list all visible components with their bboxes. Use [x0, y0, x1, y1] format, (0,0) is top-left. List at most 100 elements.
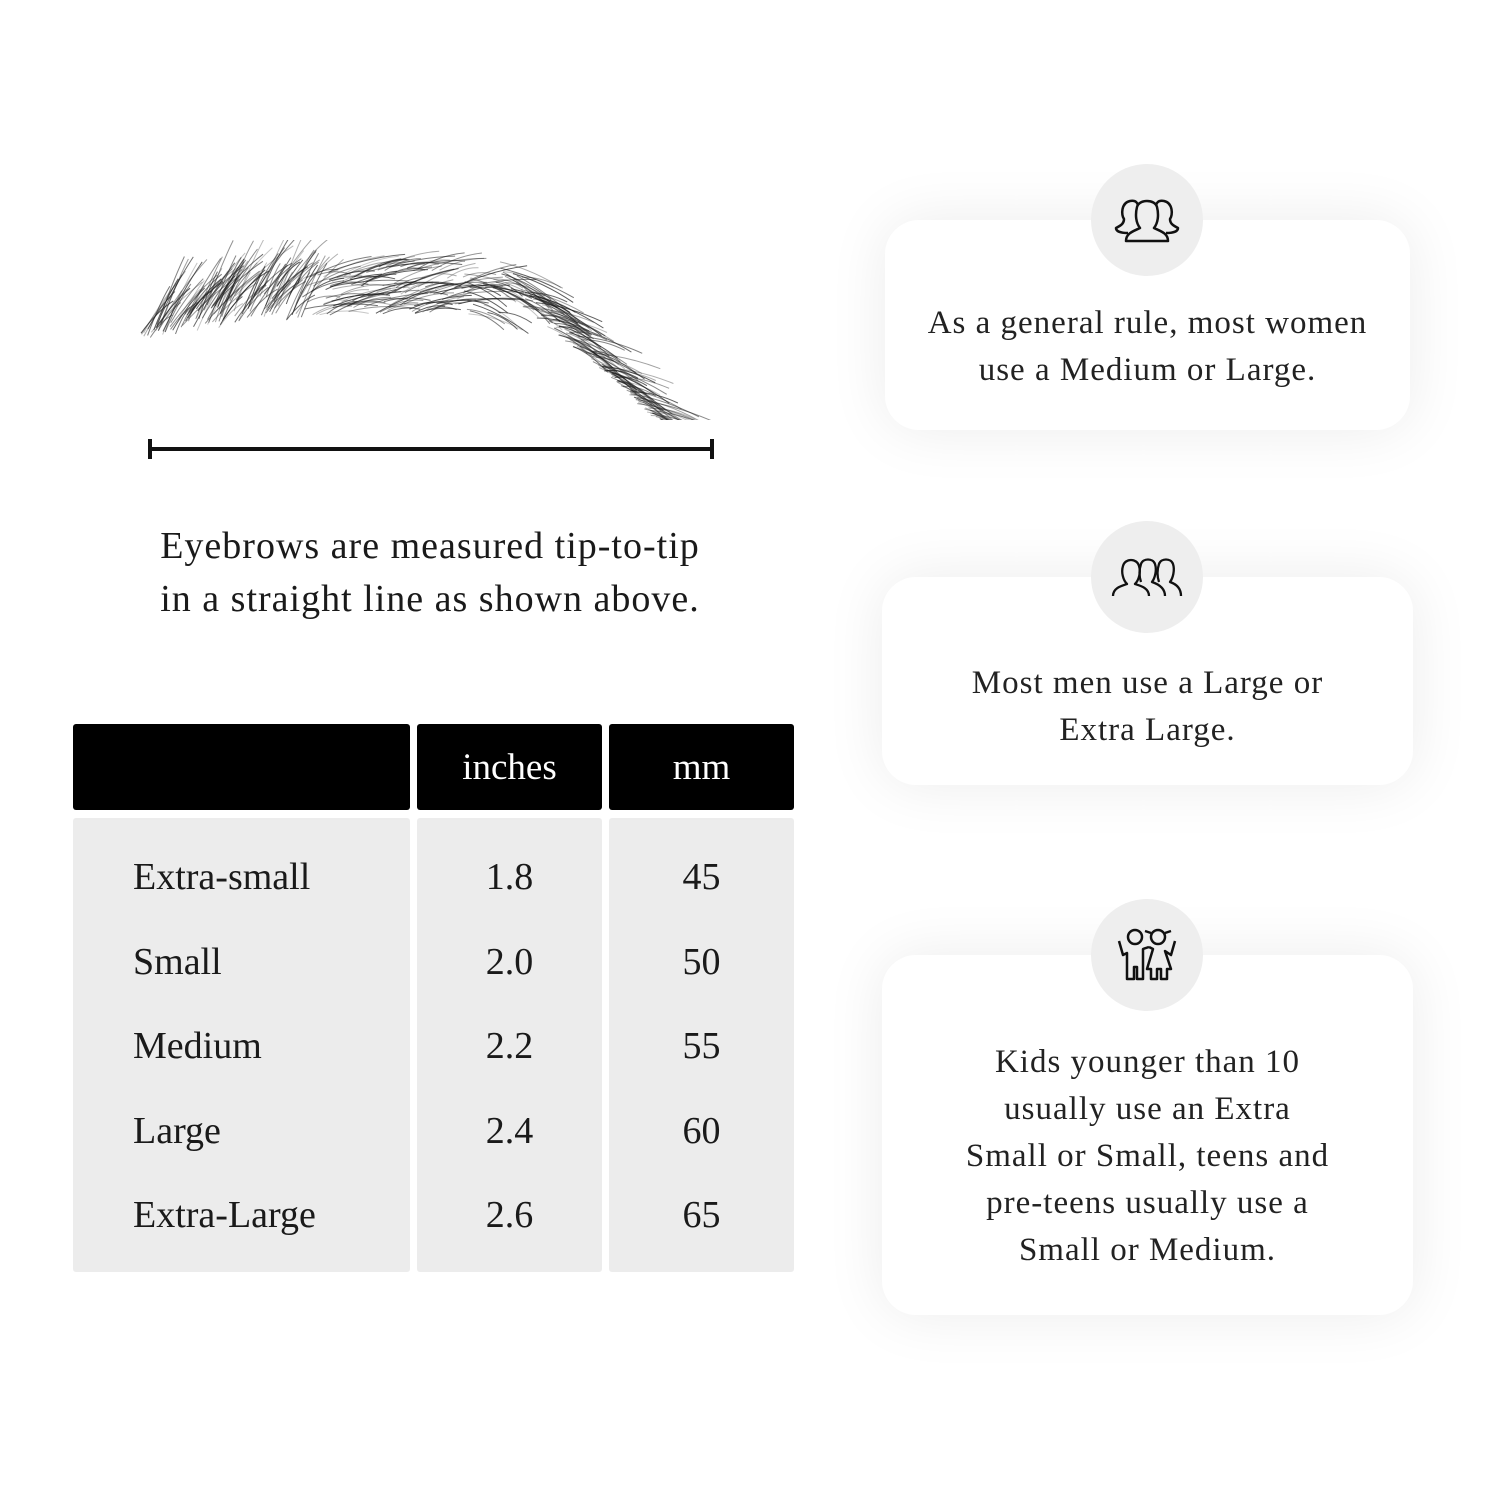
eyebrow-hair [650, 412, 683, 420]
eyebrow-hair [464, 273, 523, 291]
eyebrow-hair [431, 252, 482, 272]
eyebrow-hair [328, 253, 406, 273]
eyebrow-hair [501, 273, 552, 301]
cell-size: Medium [133, 1025, 262, 1067]
card-text: Kids younger than 10 [994, 1044, 1301, 1080]
eyebrow-hair [503, 271, 554, 288]
men-card: Most men use a Large or Extra Large. [882, 577, 1413, 785]
eyebrow-hair [376, 283, 415, 293]
eyebrow-hair [472, 303, 529, 334]
eyebrow-hair [229, 267, 249, 302]
eyebrow-hair [529, 295, 576, 313]
eyebrow-hair [421, 273, 457, 279]
eyebrow-hair [253, 240, 295, 296]
eyebrow-hair [276, 240, 312, 288]
eyebrow-hair [219, 274, 240, 315]
eyebrow-hair [630, 390, 682, 410]
eyebrow-hair [462, 272, 497, 278]
mm-column [609, 818, 794, 1272]
eyebrow-hair [290, 261, 319, 294]
eyebrow-hair [212, 282, 258, 323]
eyebrow-hair [604, 370, 639, 379]
eyebrow-hair [188, 273, 223, 313]
eyebrow-hair [375, 283, 449, 314]
cell-size: Extra-Large [133, 1194, 316, 1236]
eyebrow-hair [642, 401, 670, 420]
cell-mm: 55 [682, 1025, 721, 1067]
eyebrow-hair [208, 255, 237, 323]
cell-size: Extra-small [133, 856, 311, 898]
eyebrow-hair [522, 306, 580, 329]
eyebrow-hair [263, 259, 320, 310]
eyebrow-hair [180, 258, 222, 328]
eyebrow-hair [604, 367, 674, 384]
eyebrow-hair [586, 352, 661, 370]
eyebrow-hair [325, 273, 383, 291]
eyebrow-hair [160, 258, 189, 326]
eyebrow-hair [648, 407, 690, 420]
eyebrow-hair [469, 310, 505, 331]
eyebrow-hair [414, 307, 461, 314]
eyebrow-hair [164, 290, 183, 333]
eyebrow-hair [500, 267, 575, 299]
eyebrow-hair [469, 286, 502, 297]
eyebrow-hair [382, 307, 421, 315]
eyebrow-hair [555, 318, 610, 357]
eyebrow-hair [505, 295, 539, 318]
eyebrow-hair [170, 278, 204, 324]
eyebrow-hair [285, 276, 301, 305]
eyebrow-hair [313, 265, 361, 287]
eyebrow-hair [493, 278, 524, 289]
size-column [73, 818, 410, 1272]
eyebrow-hair [170, 301, 198, 330]
eyebrow-hair [185, 296, 205, 322]
kids-card: Kids younger than 10 usually use an Extr… [882, 955, 1413, 1315]
eyebrow-hair [634, 397, 699, 420]
eyebrow-hair [548, 311, 606, 337]
eyebrow-hair [351, 273, 397, 286]
cell-mm: 65 [682, 1194, 721, 1236]
eyebrow-hair [635, 399, 711, 420]
eyebrow-hair [499, 288, 535, 311]
eyebrow-hair [219, 296, 243, 326]
eyebrow-hair [558, 325, 602, 348]
eyebrow-hair [592, 351, 637, 374]
eyebrow-hair [310, 277, 345, 293]
eyebrow-hair [157, 302, 182, 332]
eyebrow-hair [217, 257, 242, 307]
eyebrow-hair [328, 270, 375, 281]
eyebrow-hair [270, 275, 308, 310]
eyebrow-hair [429, 302, 462, 313]
card-text: Most men use a Large or [971, 665, 1324, 701]
eyebrow-hair [162, 261, 203, 332]
eyebrow-hair [307, 295, 341, 303]
eyebrow-hair [295, 258, 344, 314]
eyebrow-hair [558, 317, 592, 341]
eyebrow-hair [233, 272, 251, 312]
eyebrow-hair [302, 280, 345, 298]
eyebrow-hair [644, 408, 673, 420]
eyebrow-hair [341, 288, 392, 303]
eyebrow-hair [499, 261, 562, 288]
eyebrow-hair [312, 302, 351, 316]
eyebrow-hair [213, 272, 262, 315]
eyebrow-illustration [140, 240, 711, 420]
eyebrow-hair [534, 308, 594, 323]
cell-mm: 60 [682, 1109, 721, 1152]
eyebrow-hair [498, 311, 533, 324]
header-mm: mm [609, 724, 794, 810]
eyebrow-hair [274, 281, 307, 309]
eyebrow-hair [389, 279, 454, 307]
card-text: use a Medium or Large. [978, 352, 1317, 388]
eyebrow-hair [204, 270, 260, 324]
eyebrow-hair [238, 286, 269, 321]
eyebrow-hair [291, 264, 319, 316]
eyebrow-hair [353, 296, 392, 308]
inches-column [417, 818, 602, 1272]
eyebrow-hair [201, 266, 240, 319]
eyebrow-hair [655, 416, 670, 420]
eyebrow-hair [572, 342, 633, 380]
eyebrow-hair [417, 252, 465, 270]
eyebrow-hair [276, 261, 301, 287]
caption-line: in a straight line as shown above. [160, 578, 700, 620]
